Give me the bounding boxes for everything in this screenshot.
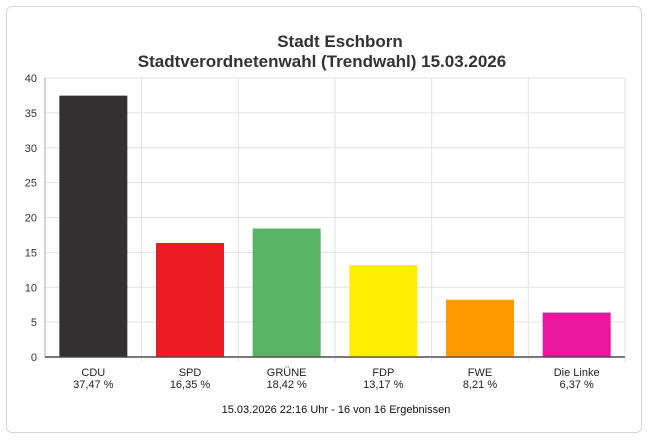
x-value-label: 18,42 % bbox=[266, 379, 307, 391]
y-tick-label: 0 bbox=[31, 352, 37, 364]
bar-gr-ne bbox=[252, 228, 321, 357]
x-category-label: Die Linke bbox=[554, 367, 600, 379]
x-value-label: 37,47 % bbox=[73, 379, 114, 391]
x-category-label: GRÜNE bbox=[267, 367, 307, 379]
x-category-label: CDU bbox=[81, 367, 105, 379]
x-category-label: FDP bbox=[372, 367, 394, 379]
chart-title: Stadt Eschborn bbox=[277, 32, 403, 51]
bar-cdu bbox=[59, 95, 128, 357]
chart-footer: 15.03.2026 22:16 Uhr - 16 von 16 Ergebni… bbox=[222, 404, 451, 416]
y-tick-label: 35 bbox=[25, 108, 37, 120]
y-tick-label: 15 bbox=[25, 247, 37, 259]
bars bbox=[45, 95, 625, 358]
bar-spd bbox=[156, 242, 224, 357]
x-value-label: 13,17 % bbox=[363, 379, 404, 391]
y-axis: 0 5 10 15 20 25 30 35 40 bbox=[25, 73, 37, 364]
x-value-label: 8,21 % bbox=[463, 379, 497, 391]
bar-fwe bbox=[446, 299, 514, 357]
grid-lines bbox=[44, 77, 626, 362]
y-tick-label: 20 bbox=[25, 213, 37, 225]
chart-subtitle: Stadtverordnetenwahl (Trendwahl) 15.03.2… bbox=[138, 52, 506, 71]
y-tick-label: 10 bbox=[25, 282, 37, 294]
bar-die-linke bbox=[542, 312, 611, 357]
y-tick-label: 40 bbox=[25, 73, 37, 85]
x-value-label: 16,35 % bbox=[170, 379, 211, 391]
y-tick-label: 30 bbox=[25, 143, 37, 155]
y-tick-label: 5 bbox=[31, 317, 37, 329]
bar-fdp bbox=[349, 265, 418, 357]
x-value-label: 6,37 % bbox=[560, 379, 594, 391]
x-category-label: SPD bbox=[179, 367, 202, 379]
x-category-label: FWE bbox=[468, 367, 492, 379]
y-tick-label: 25 bbox=[25, 178, 37, 190]
